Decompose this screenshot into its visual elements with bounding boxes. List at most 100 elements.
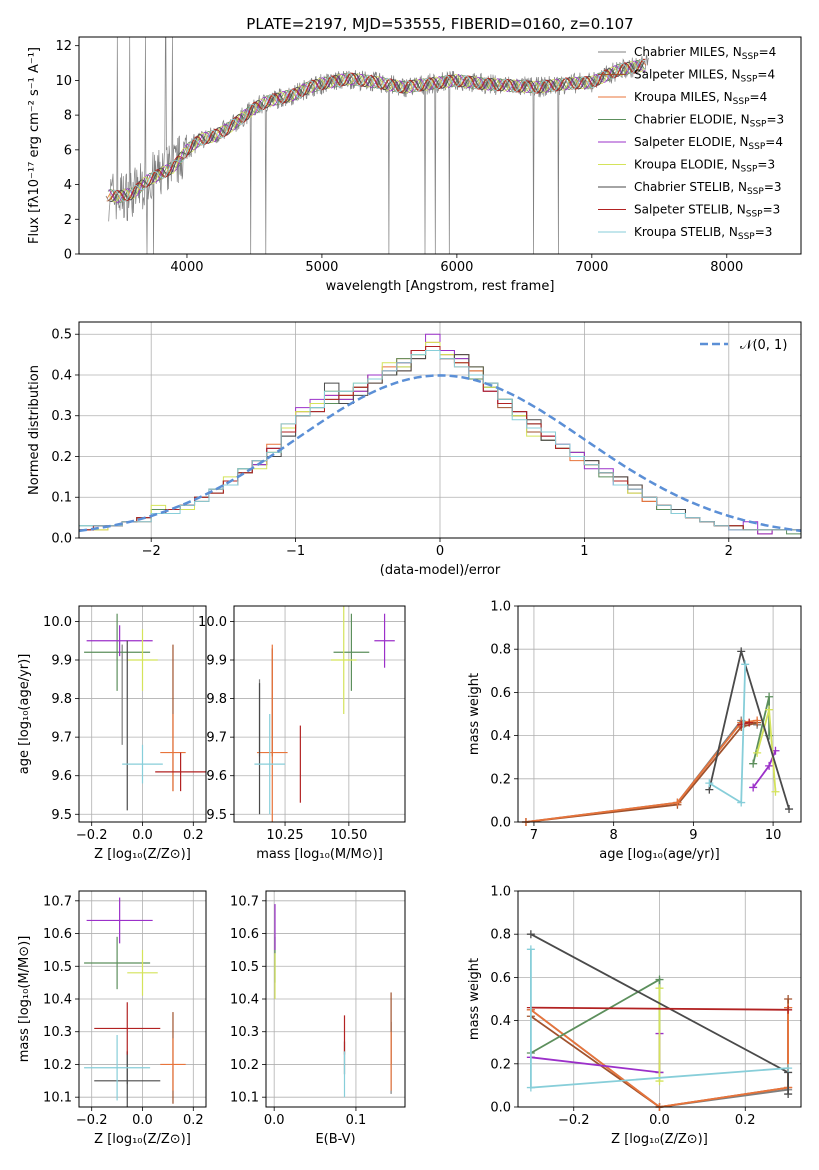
axes-frame bbox=[78, 605, 207, 823]
y-tick-label: 10.4 bbox=[43, 993, 72, 1008]
y-tick-label: 9.7 bbox=[51, 731, 72, 746]
weight-point-marker bbox=[765, 692, 774, 701]
axes-frame bbox=[265, 890, 406, 1108]
y-tick-label: 10.3 bbox=[230, 1025, 259, 1040]
weight-point-marker bbox=[765, 761, 774, 770]
y-axis-label: mass weight bbox=[467, 958, 482, 1040]
y-tick-label: 10.7 bbox=[43, 894, 72, 909]
y-tick-label: 0.8 bbox=[490, 928, 511, 943]
y-tick-label: 0.0 bbox=[490, 1101, 511, 1116]
y-tick-label: 9.5 bbox=[51, 808, 72, 823]
y-tick-label: 10 bbox=[55, 74, 72, 89]
weight-point-marker bbox=[526, 1083, 535, 1092]
x-tick-label: 2 bbox=[725, 544, 733, 559]
x-tick-label: 10.50 bbox=[330, 828, 367, 843]
x-tick-label: −0.2 bbox=[558, 1113, 590, 1128]
x-axis-label: Z [log₁₀(Z/Z⊙)] bbox=[611, 1132, 708, 1147]
spectrum-model-line bbox=[111, 59, 645, 202]
legend-label: Kroupa MILES, NSSP=4 bbox=[634, 90, 767, 107]
weight-point-marker bbox=[765, 705, 774, 714]
x-tick-label: 0.0 bbox=[649, 1113, 670, 1128]
weight-point-marker bbox=[705, 779, 714, 788]
y-tick-label: 10.6 bbox=[230, 927, 259, 942]
y-tick-label: 10.5 bbox=[230, 960, 259, 975]
y-tick-label: 9.9 bbox=[206, 654, 227, 669]
weight-point-marker bbox=[784, 1064, 793, 1073]
y-tick-label: 10.0 bbox=[43, 615, 72, 630]
y-tick-label: 10.7 bbox=[230, 894, 259, 909]
x-tick-label: 0.0 bbox=[132, 1113, 153, 1128]
weight-point-marker bbox=[784, 995, 793, 1003]
y-tick-label: 9.9 bbox=[51, 654, 72, 669]
y-tick-label: 9.6 bbox=[206, 769, 227, 784]
x-tick-label: 0.0 bbox=[132, 828, 153, 843]
weight-point-marker bbox=[526, 930, 535, 939]
y-tick-label: 1.0 bbox=[490, 885, 511, 900]
axes-frame bbox=[233, 605, 406, 823]
x-axis-label: wavelength [Angstrom, rest frame] bbox=[326, 279, 555, 294]
histogram-series bbox=[79, 350, 801, 538]
y-tick-label: 8 bbox=[64, 109, 72, 124]
y-axis-label: mass [log₁₀(M/M⊙)] bbox=[17, 936, 32, 1063]
y-tick-label: 0.2 bbox=[51, 450, 72, 465]
y-tick-label: 0.1 bbox=[51, 491, 72, 506]
y-tick-label: 0.4 bbox=[51, 368, 72, 383]
x-tick-label: −0.2 bbox=[76, 828, 108, 843]
y-tick-label: 0.0 bbox=[490, 816, 511, 831]
x-tick-label: −2 bbox=[142, 544, 161, 559]
weight-point-marker bbox=[749, 759, 758, 768]
weight-point-marker bbox=[741, 660, 750, 669]
y-tick-label: 9.5 bbox=[206, 808, 227, 823]
weight-point-marker bbox=[753, 748, 762, 757]
weight-point-marker bbox=[784, 1090, 793, 1099]
spectrum-model-line bbox=[109, 61, 645, 203]
y-tick-label: 0.6 bbox=[490, 686, 511, 701]
y-tick-label: 0.6 bbox=[490, 971, 511, 986]
x-tick-label: 0.2 bbox=[183, 828, 204, 843]
weight-line bbox=[708, 664, 747, 805]
weight-point-marker bbox=[526, 945, 535, 954]
legend-label: Chabrier STELIB, NSSP=3 bbox=[634, 180, 782, 197]
y-axis-label: Flux [fλ10⁻¹⁷ erg cm⁻² s⁻¹ A⁻¹] bbox=[27, 47, 42, 244]
y-tick-label: 0.4 bbox=[490, 729, 511, 744]
y-tick-label: 0 bbox=[64, 248, 72, 263]
axes-frame bbox=[78, 890, 207, 1108]
axes-frame bbox=[78, 36, 802, 255]
axes-frame bbox=[517, 890, 802, 1108]
x-tick-label: 0.1 bbox=[346, 1113, 367, 1128]
legend-label: 𝒩(0, 1) bbox=[740, 338, 787, 353]
y-tick-label: 1.0 bbox=[490, 600, 511, 615]
weight-line bbox=[530, 1007, 789, 1108]
y-tick-label: 4 bbox=[64, 178, 72, 193]
x-tick-label: 1 bbox=[580, 544, 588, 559]
y-tick-label: 9.8 bbox=[206, 692, 227, 707]
x-tick-label: −1 bbox=[286, 544, 305, 559]
y-tick-label: 10.5 bbox=[43, 960, 72, 975]
y-tick-label: 0.0 bbox=[51, 532, 72, 547]
y-tick-label: 9.6 bbox=[51, 769, 72, 784]
x-axis-label: E(B-V) bbox=[315, 1132, 355, 1147]
y-tick-label: 0.2 bbox=[490, 772, 511, 787]
x-tick-label: −0.2 bbox=[76, 1113, 108, 1128]
y-tick-label: 10.1 bbox=[230, 1091, 259, 1106]
x-axis-label: mass [log₁₀(M/M⊙)] bbox=[256, 847, 383, 862]
legend-label: Chabrier ELODIE, NSSP=3 bbox=[634, 113, 784, 130]
weight-point-marker bbox=[745, 718, 754, 727]
y-axis-label: mass weight bbox=[467, 673, 482, 755]
y-tick-label: 10.4 bbox=[230, 993, 259, 1008]
spectrum-model-line bbox=[108, 60, 646, 203]
x-tick-label: 8000 bbox=[710, 260, 743, 275]
x-tick-label: 0.2 bbox=[735, 1113, 756, 1128]
y-tick-label: 10.2 bbox=[43, 1058, 72, 1073]
y-tick-label: 6 bbox=[64, 143, 72, 158]
x-tick-label: 10 bbox=[765, 828, 782, 843]
y-tick-label: 0.5 bbox=[51, 328, 72, 343]
y-tick-label: 10.2 bbox=[230, 1058, 259, 1073]
axes-frame bbox=[78, 321, 802, 539]
y-tick-label: 0.8 bbox=[490, 643, 511, 658]
weight-point-marker bbox=[737, 647, 746, 656]
x-tick-label: 0 bbox=[436, 544, 444, 559]
y-tick-label: 10.3 bbox=[43, 1025, 72, 1040]
axes-frame bbox=[517, 605, 802, 823]
y-tick-label: 10.6 bbox=[43, 927, 72, 942]
